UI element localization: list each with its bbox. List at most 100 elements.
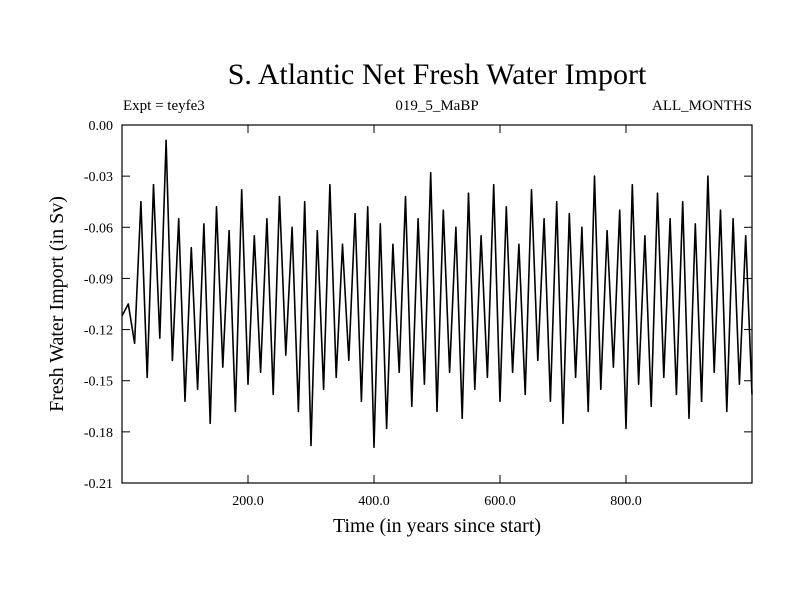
- data-point: [675, 393, 678, 395]
- data-point: [606, 230, 608, 232]
- data-point: [146, 376, 148, 378]
- data-point: [543, 218, 545, 220]
- data-point: [505, 206, 507, 208]
- data-point: [184, 400, 186, 402]
- data-point: [537, 359, 539, 361]
- data-point: [178, 218, 180, 220]
- data-point: [486, 376, 488, 378]
- y-tick-label: -0.03: [84, 170, 113, 185]
- y-tick-label: -0.21: [84, 477, 113, 492]
- data-point: [524, 393, 526, 395]
- data-point: [530, 189, 533, 191]
- run-label: 019_5_MaBP: [395, 98, 478, 114]
- data-point: [442, 209, 444, 211]
- data-point: [436, 410, 438, 412]
- data-point: [612, 366, 615, 368]
- data-point: [203, 223, 205, 225]
- data-point: [222, 366, 224, 368]
- data-point: [304, 201, 306, 203]
- data-point: [165, 139, 167, 141]
- data-point: [386, 427, 388, 430]
- data-point: [701, 400, 703, 402]
- data-point: [316, 230, 318, 232]
- data-point: [568, 213, 570, 215]
- x-tick-label: 400.0: [358, 494, 390, 509]
- data-point: [209, 422, 211, 424]
- data-point: [575, 376, 577, 378]
- data-point: [719, 209, 722, 211]
- data-point: [430, 172, 432, 174]
- data-point: [593, 175, 596, 177]
- y-tick-label: -0.12: [84, 324, 113, 339]
- data-point: [335, 376, 337, 378]
- data-point: [253, 235, 255, 237]
- data-point: [694, 223, 696, 225]
- y-tick-label: 0.00: [89, 119, 114, 134]
- y-tick-label: -0.09: [84, 272, 113, 287]
- x-tick-label: 600.0: [484, 494, 516, 509]
- data-point: [669, 218, 671, 220]
- data-point: [707, 175, 709, 177]
- data-point: [499, 400, 501, 402]
- data-point: [726, 410, 728, 412]
- data-point: [663, 376, 665, 378]
- data-point: [247, 383, 249, 385]
- data-point: [197, 388, 199, 390]
- data-point: [638, 383, 640, 385]
- data-point: [190, 247, 192, 249]
- data-point: [467, 192, 470, 194]
- series-points: [121, 139, 753, 448]
- data-point: [215, 206, 218, 208]
- data-point: [631, 184, 633, 186]
- data-point: [291, 226, 293, 228]
- data-point: [688, 417, 690, 419]
- data-point: [455, 226, 457, 228]
- data-point: [348, 359, 350, 361]
- data-point: [297, 410, 299, 412]
- data-point: [713, 371, 715, 373]
- x-axis-label: Time (in years since start): [333, 515, 541, 537]
- data-point: [518, 243, 520, 245]
- experiment-label: Expt = teyfe3: [123, 98, 205, 114]
- data-point: [266, 218, 268, 220]
- data-point: [323, 388, 325, 390]
- data-point: [493, 184, 495, 186]
- data-point: [398, 371, 400, 373]
- data-point: [260, 371, 262, 373]
- data-point: [360, 400, 362, 402]
- data-point: [619, 209, 621, 211]
- data-point: [354, 213, 356, 215]
- data-point: [379, 223, 381, 225]
- data-point: [134, 342, 136, 344]
- data-point: [392, 243, 394, 245]
- data-point: [423, 383, 425, 385]
- data-point: [562, 422, 564, 424]
- data-point: [127, 303, 129, 305]
- data-point: [367, 206, 369, 208]
- data-point: [228, 230, 230, 232]
- y-tick-label: -0.06: [84, 221, 113, 236]
- data-point: [449, 371, 451, 373]
- data-point: [587, 410, 589, 412]
- months-label: ALL_MONTHS: [652, 98, 752, 114]
- data-point: [625, 427, 627, 430]
- data-point: [644, 235, 646, 237]
- data-point: [732, 218, 734, 220]
- data-point: [417, 218, 419, 220]
- data-point: [480, 235, 482, 237]
- data-point: [234, 410, 236, 412]
- data-point: [373, 446, 375, 448]
- data-point: [600, 388, 602, 390]
- data-point: [461, 417, 463, 419]
- data-point: [241, 189, 243, 191]
- series-line: [121, 139, 753, 449]
- data-point: [745, 235, 747, 237]
- data-point: [650, 405, 652, 407]
- chart-title: S. Atlantic Net Fresh Water Import: [228, 58, 647, 91]
- plot-frame: [121, 124, 753, 484]
- y-axis-ticks: 0.00 -0.03 -0.06 -0.09 -0.12 -0.15 -0.18 -0.21: [84, 119, 752, 492]
- data-point: [474, 388, 476, 390]
- data-point: [152, 184, 155, 186]
- data-point: [140, 201, 142, 203]
